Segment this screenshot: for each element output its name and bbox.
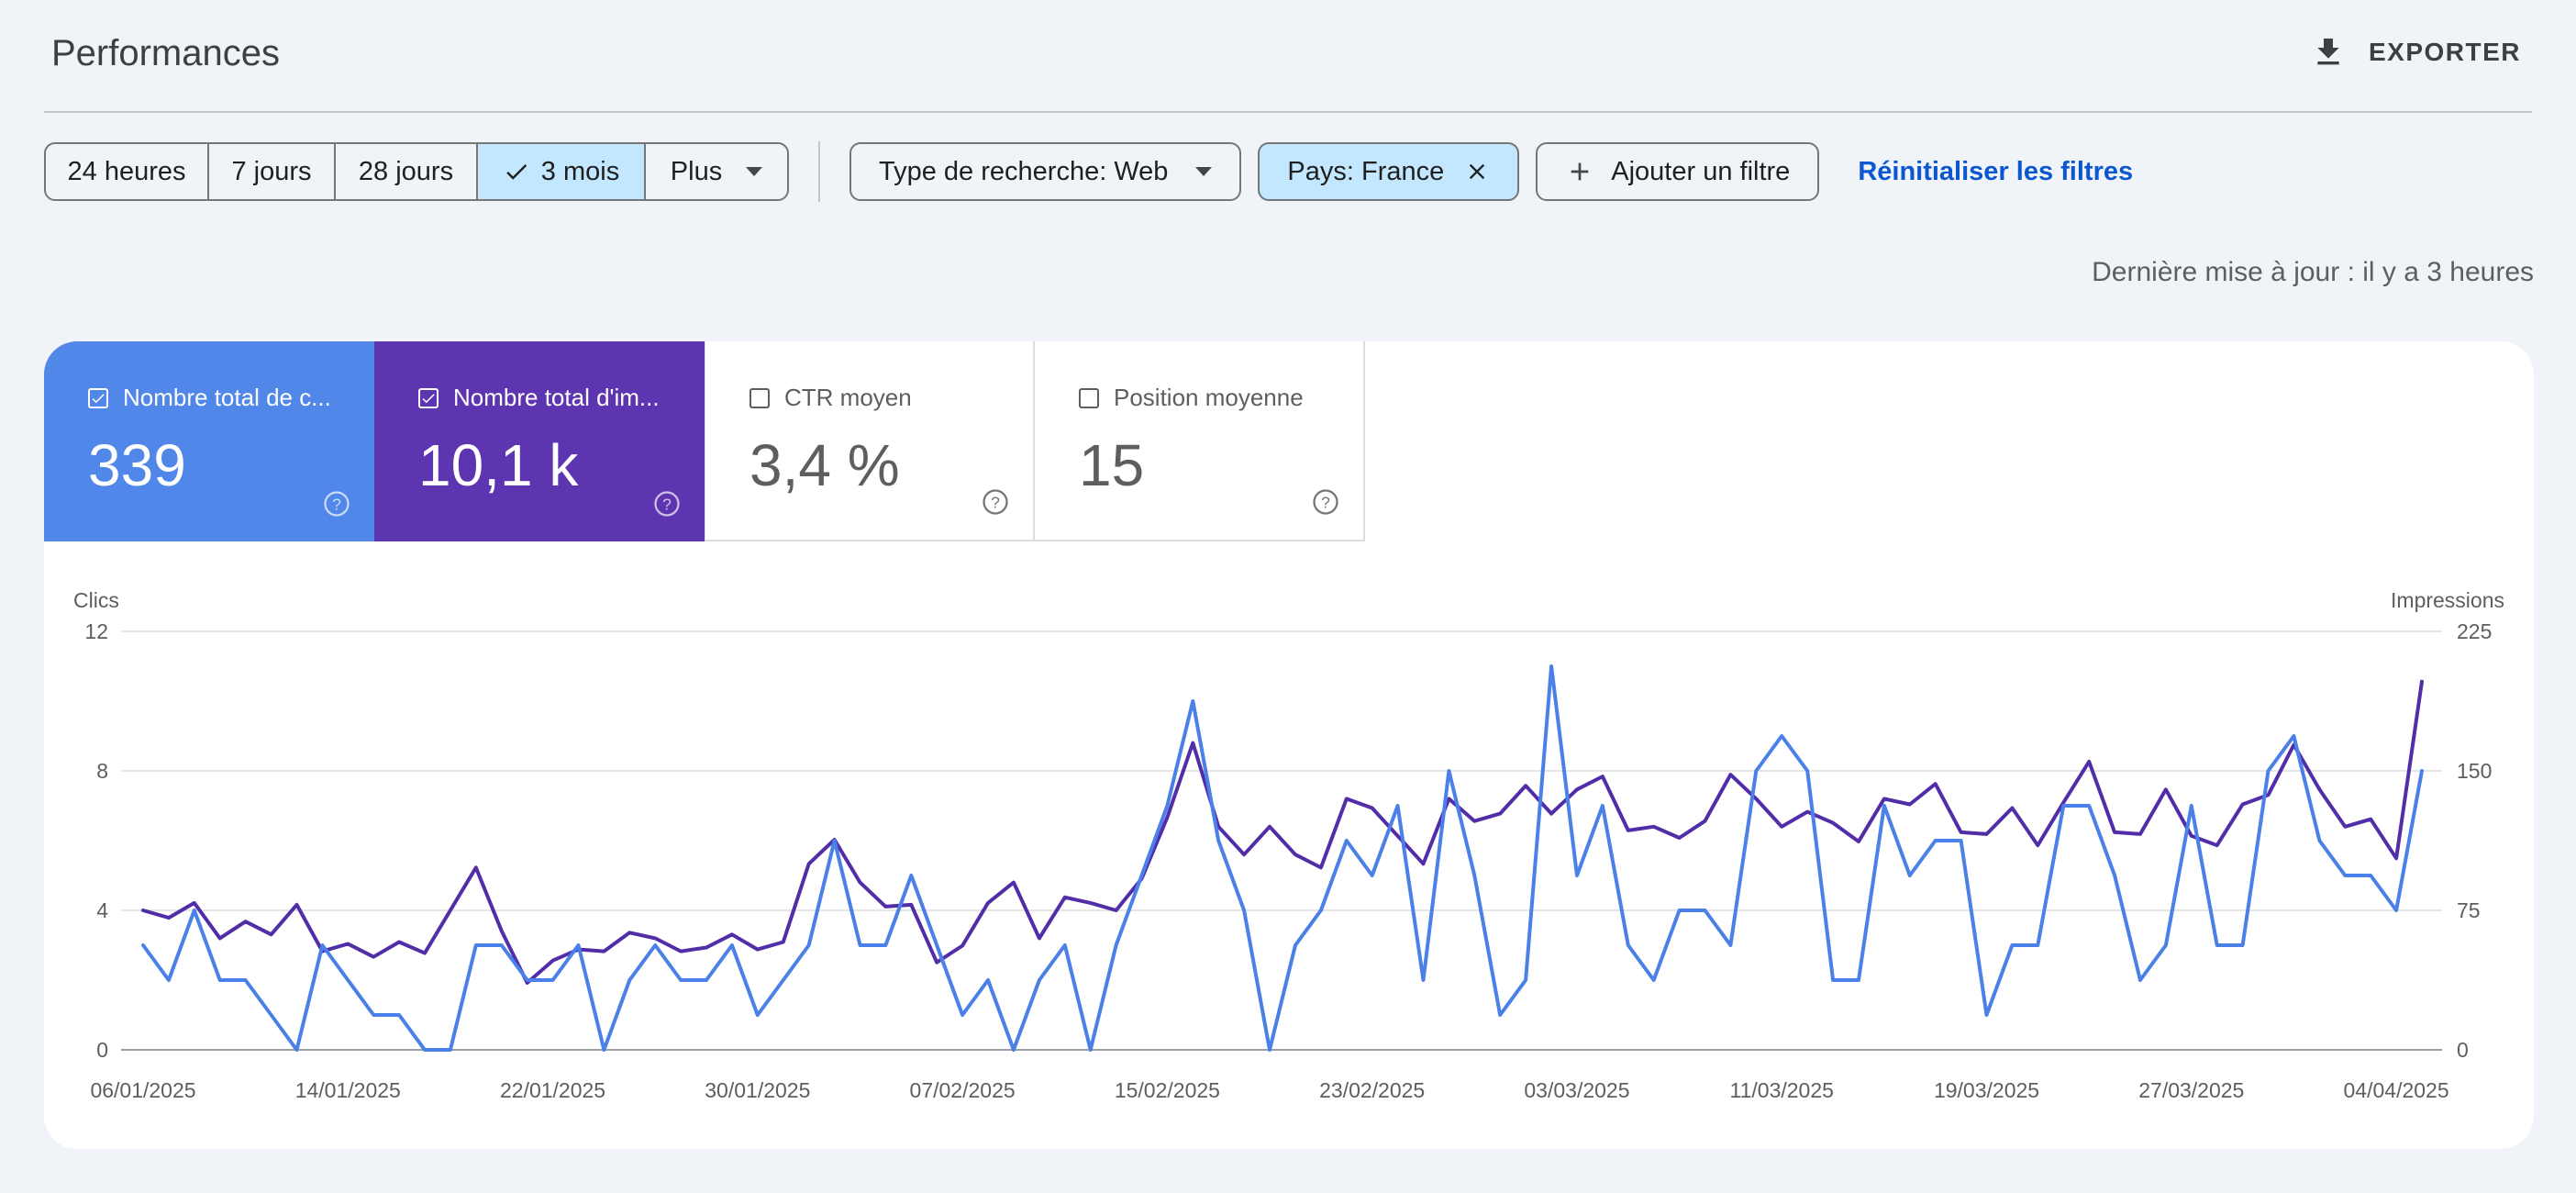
y-left-tick-label: 8: [96, 759, 108, 783]
filter-toolbar: 24 heures 7 jours 28 jours 3 mois Plus T…: [44, 141, 2133, 202]
x-tick-label: 30/01/2025: [705, 1078, 810, 1102]
metric-value: 339: [88, 432, 186, 498]
range-more-dropdown[interactable]: Plus: [646, 144, 787, 199]
dropdown-arrow-icon: [746, 167, 763, 176]
checkbox-checked-icon: [88, 387, 108, 408]
header-divider: [44, 111, 2532, 113]
download-icon: [2310, 34, 2347, 71]
y-right-tick-label: 0: [2457, 1038, 2469, 1062]
page-header: Performances EXPORTER: [0, 0, 2576, 113]
x-tick-label: 22/01/2025: [500, 1078, 605, 1102]
export-button[interactable]: EXPORTER: [2310, 29, 2521, 75]
x-tick-label: 11/03/2025: [1730, 1078, 1834, 1102]
close-icon[interactable]: [1444, 159, 1490, 184]
y-left-tick-label: 12: [84, 619, 108, 643]
x-tick-label: 15/02/2025: [1115, 1078, 1220, 1102]
metric-avg-position[interactable]: Position moyenne 15 ?: [1035, 341, 1365, 541]
x-tick-label: 03/03/2025: [1524, 1078, 1629, 1102]
search-type-dropdown[interactable]: Type de recherche: Web: [849, 142, 1242, 201]
x-tick-label: 14/01/2025: [295, 1078, 401, 1102]
x-tick-label: 19/03/2025: [1934, 1078, 2039, 1102]
y-right-tick-label: 225: [2457, 619, 2492, 643]
check-icon: [506, 164, 527, 180]
dropdown-arrow-icon: [1195, 167, 1213, 176]
clicks-series-line: [141, 664, 2424, 1052]
svg-text:?: ?: [662, 495, 672, 513]
y-left-tick-label: 4: [96, 898, 108, 922]
checkbox-checked-icon: [418, 387, 439, 408]
help-icon[interactable]: ?: [982, 488, 1009, 516]
range-7d-button[interactable]: 7 jours: [209, 144, 336, 199]
performance-card: 0 0 4 75 8 150 12 225 Clics Impressions 06/01/2025…: [44, 341, 2534, 1149]
x-tick-label: 04/04/2025: [2344, 1078, 2449, 1102]
svg-text:?: ?: [332, 495, 341, 513]
svg-text:?: ?: [991, 493, 1000, 511]
y-right-tick-label: 75: [2457, 898, 2481, 922]
metric-tiles: Nombre total de c... 339 ? Nombre total …: [44, 341, 1365, 541]
toolbar-divider: [818, 141, 820, 202]
metric-total-impressions[interactable]: Nombre total d'im... 10,1 k ?: [374, 341, 705, 541]
metric-avg-ctr[interactable]: CTR moyen 3,4 % ?: [705, 341, 1035, 541]
range-3m-button[interactable]: 3 mois: [478, 144, 646, 199]
range-28d-button[interactable]: 28 jours: [336, 144, 478, 199]
y-right-tick-label: 150: [2457, 759, 2492, 783]
metric-value: 3,4 %: [749, 432, 900, 498]
country-filter-chip[interactable]: Pays: France: [1258, 142, 1520, 201]
checkbox-unchecked-icon: [1079, 387, 1099, 408]
svg-text:?: ?: [1321, 493, 1330, 511]
range-24h-button[interactable]: 24 heures: [46, 144, 209, 199]
y-left-tick-label: 0: [96, 1038, 108, 1062]
metric-total-clicks[interactable]: Nombre total de c... 339 ?: [44, 341, 374, 541]
last-update-text: Dernière mise à jour : il y a 3 heures: [2092, 257, 2534, 287]
export-label: EXPORTER: [2368, 38, 2521, 66]
x-tick-label: 07/02/2025: [910, 1078, 1016, 1102]
metric-value: 10,1 k: [418, 432, 579, 498]
date-range-selector: 24 heures 7 jours 28 jours 3 mois Plus: [44, 142, 789, 201]
x-tick-label: 23/02/2025: [1319, 1078, 1425, 1102]
help-icon[interactable]: ?: [323, 490, 350, 518]
metric-value: 15: [1079, 432, 1145, 498]
add-filter-button[interactable]: Ajouter un filtre: [1536, 142, 1820, 201]
y-right-axis-label: Impressions: [2391, 588, 2504, 612]
x-tick-label: 06/01/2025: [90, 1078, 195, 1102]
x-tick-label: 27/03/2025: [2138, 1078, 2244, 1102]
performance-chart: 0 0 4 75 8 150 12 225 Clics Impressions 06/01/2025…: [73, 588, 2504, 1102]
reset-filters-link[interactable]: Réinitialiser les filtres: [1858, 156, 2134, 186]
help-icon[interactable]: ?: [1312, 488, 1339, 516]
help-icon[interactable]: ?: [653, 490, 681, 518]
impressions-series-line: [141, 679, 2424, 985]
checkbox-unchecked-icon: [749, 387, 770, 408]
plus-icon: [1565, 157, 1611, 186]
y-left-axis-label: Clics: [73, 588, 119, 612]
page-title: Performances: [51, 33, 280, 73]
